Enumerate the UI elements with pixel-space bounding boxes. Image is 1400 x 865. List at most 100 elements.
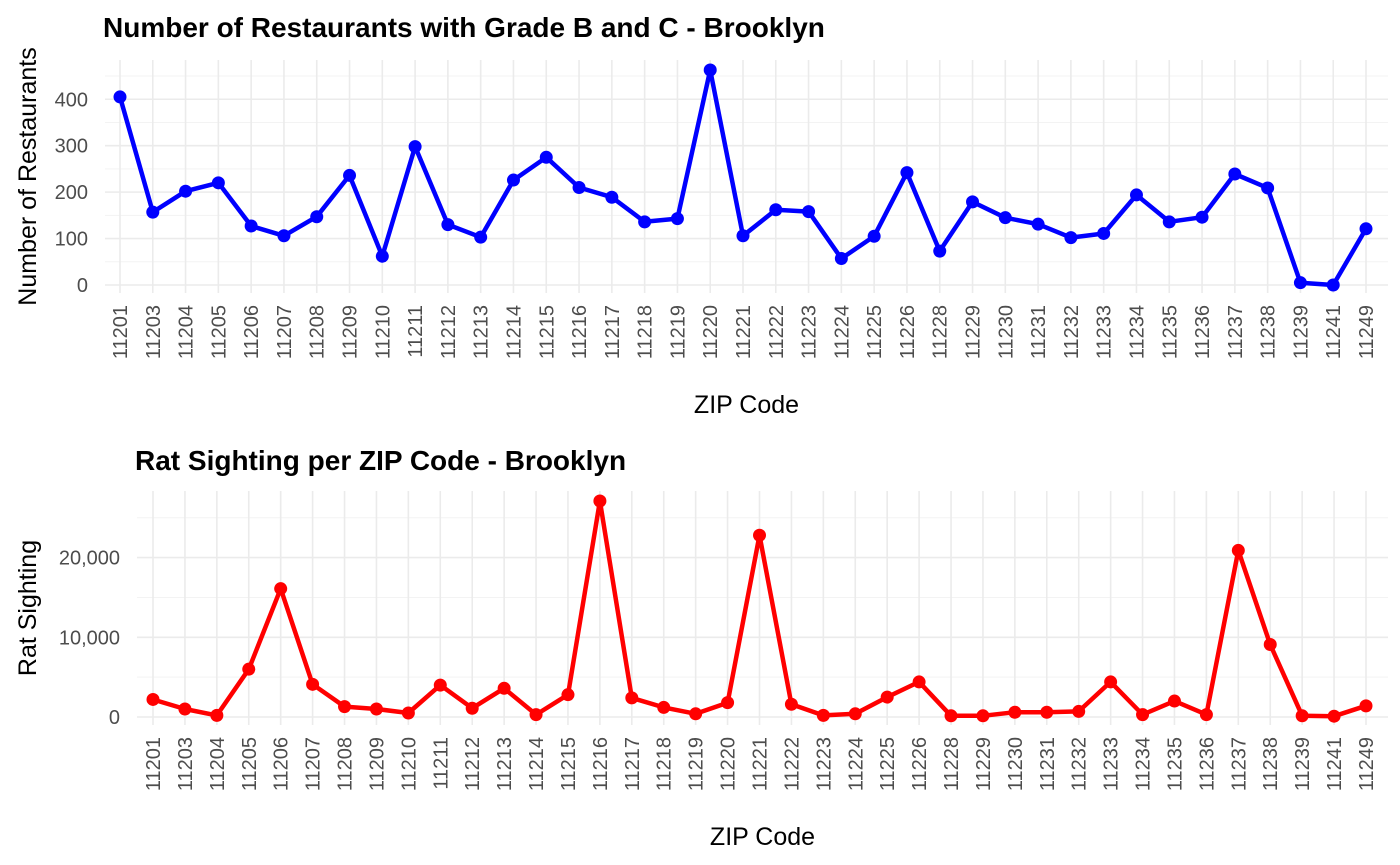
data-point	[802, 205, 816, 219]
x-tick-label: 11249	[1356, 305, 1378, 359]
y-tick-label: 300	[55, 136, 88, 158]
data-point	[880, 690, 894, 704]
data-point	[657, 700, 671, 714]
x-tick-label: 11235	[1164, 737, 1186, 791]
data-point	[338, 700, 352, 714]
data-point	[375, 249, 389, 263]
data-point	[998, 211, 1012, 225]
data-point	[670, 212, 684, 226]
data-point	[401, 706, 415, 720]
x-tick-label: 11210	[398, 737, 420, 791]
x-tick-label: 11231	[1028, 305, 1050, 359]
y-axis-title: Rat Sighting	[14, 540, 42, 676]
y-tick-label: 0	[109, 707, 120, 729]
y-tick-label: 0	[77, 275, 88, 297]
x-tick-label: 11223	[799, 305, 821, 359]
data-point	[1008, 705, 1022, 719]
data-point	[211, 176, 225, 190]
data-point	[242, 662, 256, 676]
data-point	[1040, 705, 1054, 719]
x-tick-label: 11222	[766, 305, 788, 359]
data-point	[1231, 543, 1245, 557]
x-tick-label: 11215	[536, 305, 558, 359]
x-tick-label: 11208	[335, 737, 357, 791]
data-point	[441, 218, 455, 232]
x-tick-label: 11214	[503, 305, 525, 359]
data-point	[1293, 276, 1307, 290]
x-tick-label: 11241	[1323, 305, 1345, 359]
y-axis-title: Number of Restaurants	[14, 47, 42, 305]
x-tick-label: 11201	[110, 305, 132, 359]
x-tick-label: 11239	[1292, 737, 1314, 791]
data-point	[834, 252, 848, 266]
x-tick-label: 11212	[462, 737, 484, 791]
data-point	[736, 229, 750, 243]
data-point	[1261, 181, 1275, 195]
data-point	[1359, 699, 1373, 713]
x-tick-label: 11206	[241, 305, 263, 359]
y-tick-label: 20,000	[59, 548, 120, 570]
x-tick-label: 11205	[239, 737, 261, 791]
data-point	[1195, 210, 1209, 224]
y-tick-label: 200	[55, 182, 88, 204]
x-tick-label: 11221	[750, 737, 772, 791]
data-point	[146, 692, 160, 706]
x-tick-label: 11229	[963, 305, 985, 359]
x-tick-label: 11239	[1290, 305, 1312, 359]
data-point	[277, 229, 291, 243]
x-tick-label: 11237	[1225, 305, 1247, 359]
x-tick-label: 11211	[405, 305, 427, 358]
data-point	[944, 709, 958, 723]
x-tick-label: 11207	[303, 737, 325, 791]
data-point	[369, 702, 383, 716]
x-tick-label: 11229	[973, 737, 995, 791]
x-tick-label: 11216	[590, 737, 612, 791]
data-point	[625, 691, 639, 705]
x-tick-label: 11203	[175, 737, 197, 791]
data-point	[753, 528, 766, 542]
data-point	[1104, 675, 1118, 689]
x-tick-label: 11214	[526, 737, 548, 791]
data-point	[1162, 215, 1176, 229]
x-tick-label: 11204	[207, 737, 229, 791]
x-tick-label: 11213	[471, 305, 493, 359]
x-tick-label: 11216	[569, 305, 591, 359]
data-point	[561, 688, 575, 702]
data-point	[1072, 704, 1086, 718]
data-point	[1295, 709, 1309, 723]
x-tick-label: 11220	[718, 737, 740, 791]
data-point	[178, 702, 192, 716]
x-tick-label: 11233	[1101, 737, 1123, 791]
data-point	[912, 675, 926, 689]
data-point	[1359, 222, 1373, 236]
data-point	[900, 166, 914, 180]
data-point	[1031, 217, 1045, 231]
x-tick-label: 11241	[1324, 737, 1346, 791]
x-tick-label: 11235	[1159, 305, 1181, 359]
data-point	[593, 494, 607, 508]
x-axis-title: ZIP Code	[710, 823, 815, 851]
x-tick-label: 11219	[667, 305, 689, 359]
data-point	[1167, 694, 1181, 708]
data-point	[572, 180, 586, 194]
data-point	[1097, 226, 1111, 240]
data-point	[721, 696, 735, 710]
data-point	[1326, 278, 1340, 292]
x-tick-label: 11204	[176, 305, 198, 359]
x-tick-label: 11213	[494, 737, 516, 791]
x-tick-label: 11228	[930, 305, 952, 359]
x-tick-label: 11207	[274, 305, 296, 359]
y-tick-label: 10,000	[59, 627, 120, 649]
data-point	[1228, 167, 1242, 181]
x-tick-label: 11217	[622, 737, 644, 791]
data-point	[689, 707, 703, 721]
data-point	[867, 229, 881, 243]
x-tick-label: 11222	[781, 737, 803, 791]
x-tick-label: 11203	[143, 305, 165, 359]
data-point	[976, 709, 990, 723]
x-tick-label: 11236	[1196, 737, 1218, 791]
x-tick-label: 11234	[1126, 305, 1148, 359]
chart-title: Number of Restaurants with Grade B and C…	[103, 12, 825, 43]
data-point	[539, 150, 553, 164]
data-point	[113, 90, 127, 104]
